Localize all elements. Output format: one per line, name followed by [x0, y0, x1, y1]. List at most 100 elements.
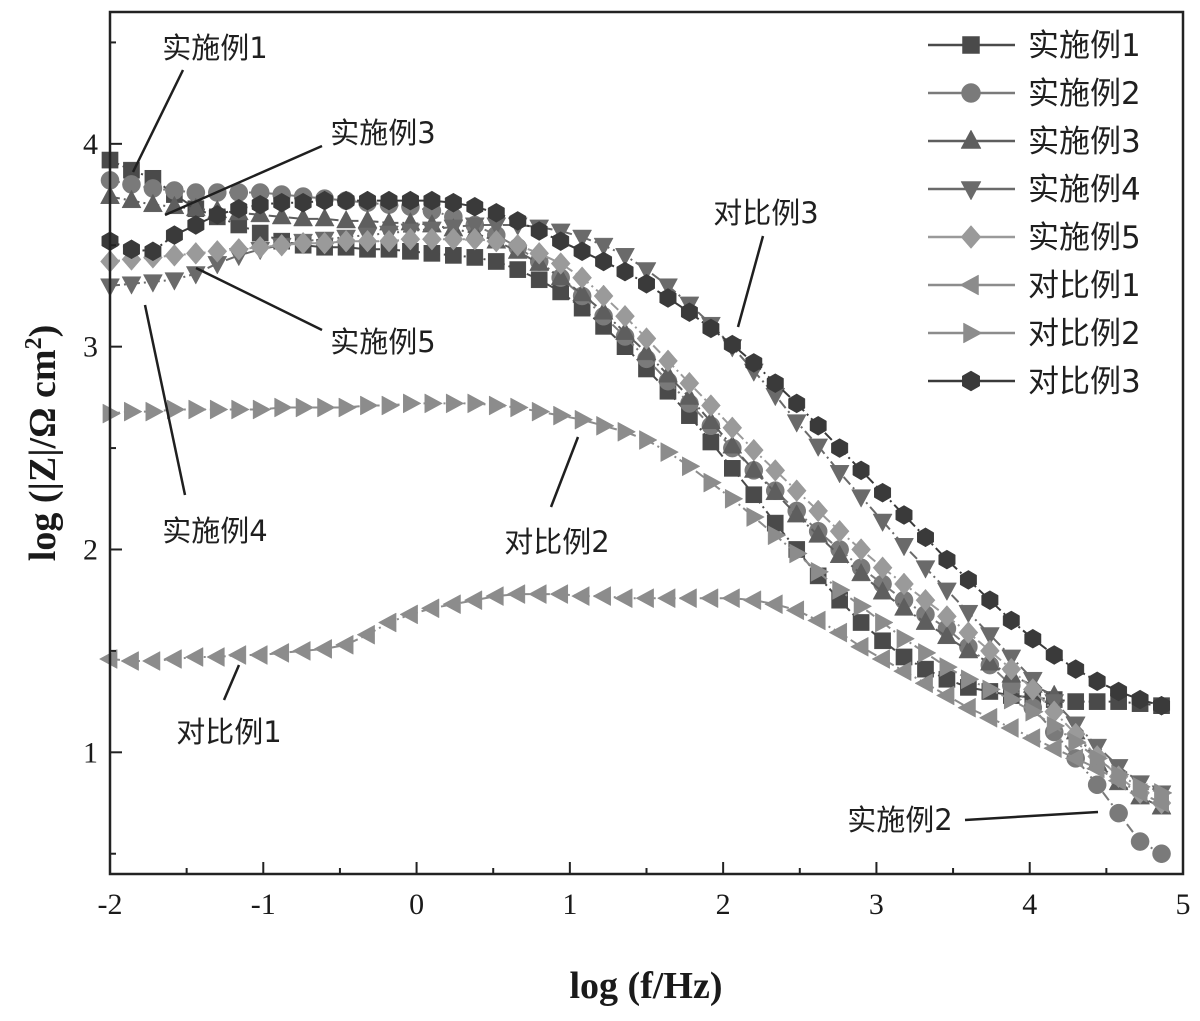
data-point — [357, 209, 378, 229]
data-point — [786, 479, 807, 502]
data-point — [660, 442, 679, 463]
data-point — [164, 244, 185, 267]
data-point — [678, 588, 697, 609]
data-point — [420, 598, 440, 619]
data-point — [722, 435, 743, 454]
data-point — [872, 581, 893, 600]
data-point — [424, 393, 443, 414]
data-point — [935, 685, 955, 706]
series-line — [109, 224, 1162, 794]
data-point — [980, 639, 1000, 663]
data-point — [958, 604, 979, 624]
data-point — [316, 190, 334, 211]
data-point — [917, 660, 934, 678]
data-point — [829, 465, 850, 484]
data-point — [251, 194, 269, 215]
data-point — [745, 486, 763, 504]
data-point — [1132, 776, 1152, 797]
data-point — [466, 249, 484, 266]
data-point — [357, 229, 378, 253]
data-point — [208, 205, 226, 225]
legend-label: 实施例5 — [1028, 220, 1141, 256]
data-point — [360, 395, 379, 416]
data-point — [1021, 728, 1041, 749]
data-point — [163, 649, 182, 669]
data-point — [596, 415, 615, 436]
data-point — [982, 679, 1001, 700]
data-point — [1087, 775, 1107, 795]
data-point — [185, 242, 206, 265]
data-point — [121, 189, 142, 209]
data-point — [141, 651, 161, 671]
data-point — [549, 584, 569, 605]
legend-marker — [963, 322, 983, 344]
data-point — [314, 231, 335, 255]
data-point — [314, 207, 335, 227]
data-point — [917, 527, 934, 548]
data-point — [227, 645, 247, 665]
data-point — [894, 572, 914, 596]
legend-label: 对比例3 — [1028, 364, 1141, 400]
data-point — [401, 190, 419, 211]
data-point — [145, 401, 164, 422]
data-point — [851, 538, 871, 561]
data-point — [957, 697, 976, 718]
data-point — [377, 612, 397, 633]
data-point — [467, 393, 486, 414]
annotation: 实施例5 — [195, 266, 436, 359]
data-point — [550, 252, 571, 275]
data-point — [829, 544, 850, 563]
annotation-leader — [195, 266, 323, 332]
data-point — [785, 600, 805, 621]
data-point — [894, 597, 914, 616]
data-point — [510, 397, 529, 418]
data-point — [766, 373, 784, 393]
data-point — [593, 237, 614, 257]
y-axis-title-close: ) — [22, 325, 64, 338]
legend-entry: 实施例3 — [928, 124, 1141, 160]
data-point — [338, 397, 358, 418]
data-point — [271, 233, 292, 257]
data-point — [252, 399, 272, 420]
data-point — [743, 438, 764, 462]
data-point — [958, 639, 979, 659]
data-point — [1110, 681, 1128, 702]
data-point — [874, 482, 892, 503]
data-point — [293, 231, 313, 255]
data-point — [767, 525, 787, 546]
data-point — [680, 302, 698, 322]
annotation-leader — [736, 235, 765, 328]
data-point — [853, 596, 873, 617]
data-point — [765, 459, 786, 482]
data-point — [786, 414, 807, 433]
data-point — [789, 543, 808, 564]
y-tick-label: 3 — [83, 331, 98, 364]
data-point — [702, 433, 720, 451]
data-point — [635, 588, 654, 609]
data-point — [874, 632, 891, 650]
data-point — [336, 229, 356, 253]
data-point — [593, 301, 614, 320]
data-point — [742, 590, 762, 611]
data-point — [1045, 645, 1063, 665]
series-7 — [102, 393, 1173, 803]
data-point — [592, 586, 611, 607]
data-point — [1067, 659, 1085, 679]
data-point — [764, 594, 783, 615]
data-point — [270, 642, 290, 663]
data-point — [487, 253, 505, 270]
data-point — [1130, 832, 1150, 851]
data-point — [228, 238, 249, 261]
data-point — [872, 513, 893, 533]
legend-marker — [960, 225, 982, 249]
data-point — [978, 707, 998, 728]
data-point — [1068, 732, 1087, 753]
x-tick-label: 1 — [562, 888, 577, 921]
data-point — [485, 586, 504, 607]
data-point — [294, 192, 312, 213]
data-point — [188, 399, 207, 420]
data-point — [399, 604, 418, 625]
data-point — [442, 594, 461, 615]
annotation: 对比例2 — [504, 436, 610, 559]
